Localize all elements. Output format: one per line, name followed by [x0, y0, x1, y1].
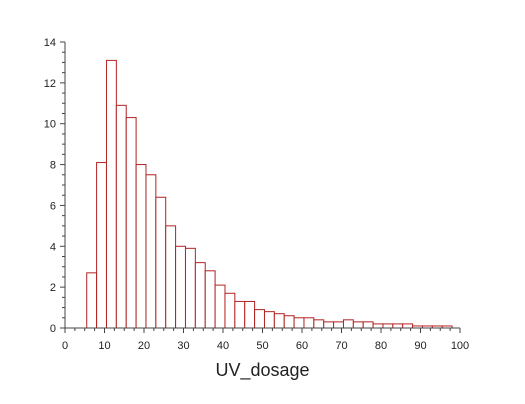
- x-axis-ticks: 0 10 20 30 40 50 60 70 80 90 100: [62, 328, 469, 352]
- histogram-bar: [303, 317, 315, 329]
- histogram-bar: [372, 323, 384, 329]
- histogram-bar: [333, 321, 344, 329]
- histogram-bar: [273, 313, 285, 329]
- histogram-bar: [204, 270, 216, 329]
- histogram-bar: [214, 284, 226, 329]
- x-tick-label: 50: [256, 340, 268, 352]
- histogram-bar: [293, 317, 305, 329]
- histogram-bar: [115, 104, 127, 329]
- histogram-bar: [105, 59, 117, 329]
- x-tick-label: 10: [98, 340, 110, 352]
- x-tick-label: 40: [217, 340, 229, 352]
- x-tick-label: 90: [414, 340, 426, 352]
- x-tick-label: 80: [375, 340, 387, 352]
- y-tick-label: 12: [44, 78, 56, 90]
- y-tick-label: 10: [44, 119, 56, 131]
- y-tick-label: 6: [50, 200, 56, 212]
- histogram-bar: [184, 247, 196, 329]
- histogram-bar: [283, 315, 295, 329]
- x-tick-label: 100: [451, 340, 469, 352]
- histogram-bar: [402, 323, 414, 329]
- x-tick-label: 20: [138, 340, 150, 352]
- histogram-bar: [263, 311, 275, 329]
- y-tick-label: 8: [50, 160, 56, 172]
- histogram-bar: [125, 117, 137, 329]
- y-axis-ticks: 0 2 4 6 8 10 12 14: [44, 37, 65, 335]
- histogram-bar: [352, 321, 364, 329]
- y-tick-label: 14: [44, 37, 56, 49]
- x-axis-title: UV_dosage: [215, 360, 309, 381]
- histogram-bar: [175, 245, 186, 329]
- x-tick-label: 0: [62, 340, 68, 352]
- bars-group: [86, 59, 453, 329]
- y-tick-label: 0: [50, 323, 56, 335]
- histogram-bar: [155, 196, 167, 329]
- histogram-bar: [342, 319, 354, 329]
- x-tick-label: 70: [335, 340, 347, 352]
- histogram-bar: [145, 174, 157, 329]
- x-tick-label: 30: [177, 340, 189, 352]
- histogram-bar: [135, 164, 147, 329]
- histogram-bar: [244, 300, 256, 329]
- histogram-bar: [382, 323, 394, 329]
- histogram-bar: [234, 300, 246, 329]
- histogram-bar: [392, 323, 404, 329]
- histogram-bar: [224, 292, 236, 329]
- histogram-bar: [96, 162, 107, 329]
- histogram-bar: [194, 262, 206, 329]
- histogram-bar: [323, 321, 335, 329]
- histogram-bar: [86, 272, 98, 329]
- histogram-bar: [313, 319, 325, 329]
- histogram-bar: [254, 309, 265, 329]
- histogram-bar: [362, 321, 374, 329]
- x-tick-label: 60: [296, 340, 308, 352]
- y-tick-label: 4: [50, 241, 56, 253]
- y-tick-label: 2: [50, 282, 56, 294]
- histogram-bar: [165, 225, 177, 329]
